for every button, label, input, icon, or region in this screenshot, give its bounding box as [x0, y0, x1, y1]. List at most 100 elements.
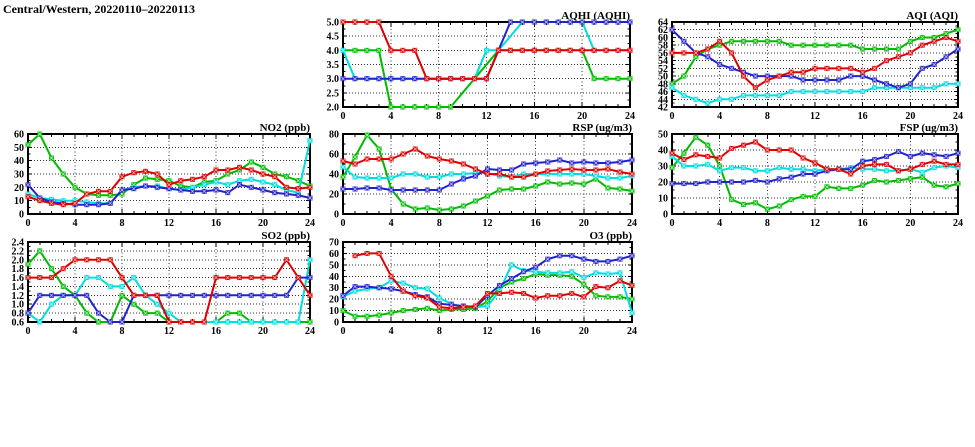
svg-text:0: 0 [26, 326, 31, 337]
svg-text:10: 10 [329, 306, 339, 317]
svg-text:40: 40 [329, 272, 339, 283]
aqhi-plot: 2.0 2.5 3.0 3.5 4.0 4.5 5.0 0 4 8 12 16 20 24 AQHI (AQ… [327, 10, 636, 122]
svg-text:30: 30 [658, 162, 668, 173]
svg-text:0: 0 [26, 218, 31, 229]
svg-text:0: 0 [19, 210, 24, 221]
svg-text:1.0: 1.0 [12, 300, 25, 311]
svg-text:0.6: 0.6 [12, 318, 25, 329]
so2-plot: 0.60.81.01.21.41.61.82.02.22.4 0 4 8 12 16 20 2… [12, 230, 316, 337]
svg-text:20: 20 [329, 295, 339, 306]
svg-text:4: 4 [73, 326, 78, 337]
svg-text:8: 8 [765, 218, 770, 229]
svg-text:24: 24 [627, 326, 637, 337]
svg-text:0: 0 [334, 210, 339, 221]
chart-o3: 0 10 20 30 40 50 60 70 0 4 8 12 16 20 24 O3 (ppb) [309, 228, 646, 338]
svg-text:20: 20 [577, 111, 587, 122]
svg-text:8: 8 [765, 111, 770, 122]
svg-text:8: 8 [120, 218, 125, 229]
svg-text:20: 20 [905, 111, 915, 122]
svg-text:20: 20 [258, 218, 268, 229]
svg-text:AQI (AQI): AQI (AQI) [906, 10, 958, 22]
svg-text:70: 70 [329, 238, 339, 249]
svg-text:40: 40 [14, 156, 24, 167]
svg-text:SO2 (ppb): SO2 (ppb) [261, 230, 310, 242]
svg-text:16: 16 [529, 111, 539, 122]
svg-text:58: 58 [658, 41, 668, 52]
svg-text:4: 4 [717, 218, 722, 229]
svg-text:8: 8 [437, 218, 442, 229]
chart-rsp: 0 20 40 60 80 0 4 8 12 16 20 24 RSP (ug/m3) [309, 120, 646, 230]
svg-text:5.0: 5.0 [327, 18, 340, 29]
svg-text:60: 60 [14, 130, 24, 141]
svg-text:0.8: 0.8 [12, 309, 25, 320]
svg-text:3.5: 3.5 [327, 60, 340, 71]
svg-text:24: 24 [953, 218, 963, 229]
svg-text:2.0: 2.0 [327, 103, 340, 114]
fsp-plot: 0 10 20 30 40 50 0 4 8 12 16 20 24 FSP (ug/m3) [658, 122, 963, 229]
svg-text:12: 12 [810, 218, 820, 229]
svg-text:10: 10 [658, 194, 668, 205]
chart-no2: 0 10 20 30 40 50 60 0 4 8 12 16 20 24 NO2 (ppb) [0, 120, 324, 230]
svg-text:62: 62 [658, 25, 668, 36]
svg-text:12: 12 [483, 326, 493, 337]
svg-text:30: 30 [14, 170, 24, 181]
svg-text:16: 16 [531, 326, 541, 337]
svg-text:20: 20 [14, 183, 24, 194]
svg-text:44: 44 [658, 95, 668, 106]
svg-text:16: 16 [858, 218, 868, 229]
svg-text:16: 16 [211, 218, 221, 229]
svg-text:4: 4 [389, 326, 394, 337]
svg-text:1.2: 1.2 [12, 291, 25, 302]
svg-text:52: 52 [658, 64, 668, 75]
svg-text:46: 46 [658, 87, 668, 98]
svg-text:24: 24 [305, 218, 315, 229]
svg-text:2.0: 2.0 [12, 255, 25, 266]
svg-text:60: 60 [658, 33, 668, 44]
svg-text:24: 24 [305, 326, 315, 337]
svg-text:80: 80 [329, 130, 339, 141]
svg-text:24: 24 [627, 218, 637, 229]
svg-text:20: 20 [905, 218, 915, 229]
svg-text:1.4: 1.4 [12, 282, 25, 293]
svg-text:0: 0 [341, 218, 346, 229]
svg-text:2.2: 2.2 [12, 246, 25, 257]
svg-text:60: 60 [329, 249, 339, 260]
svg-text:4.0: 4.0 [327, 46, 340, 57]
svg-text:40: 40 [329, 170, 339, 181]
svg-text:4: 4 [389, 218, 394, 229]
svg-text:3.0: 3.0 [327, 74, 340, 85]
chart-aqi: 42 44 46 48 50 52 54 56 58 60 62 64 0 4 8 12 16 20 24 AQI (… [638, 8, 972, 123]
svg-text:54: 54 [658, 56, 668, 67]
svg-text:AQHI (AQHI): AQHI (AQHI) [561, 10, 630, 22]
svg-text:40: 40 [658, 146, 668, 157]
svg-text:1.6: 1.6 [12, 273, 25, 284]
svg-text:60: 60 [329, 150, 339, 161]
svg-text:12: 12 [482, 111, 492, 122]
svg-text:4.5: 4.5 [327, 32, 340, 43]
svg-text:FSP (ug/m3): FSP (ug/m3) [900, 122, 959, 134]
svg-text:O3 (ppb): O3 (ppb) [590, 230, 633, 242]
svg-text:48: 48 [658, 79, 668, 90]
svg-text:12: 12 [810, 111, 820, 122]
svg-text:16: 16 [211, 326, 221, 337]
svg-text:2.4: 2.4 [12, 238, 25, 249]
chart-so2: 0.6 0.8 1.0 1.2 1.4 1.6 1.8 2.0 2.2 2.4 0 4 8 12 16 20 2… [0, 228, 324, 338]
svg-text:8: 8 [120, 326, 125, 337]
svg-text:20: 20 [579, 326, 589, 337]
svg-text:24: 24 [625, 111, 635, 122]
svg-text:20: 20 [258, 326, 268, 337]
svg-text:12: 12 [164, 326, 174, 337]
svg-text:4: 4 [73, 218, 78, 229]
rsp-plot: 0 20 40 60 80 0 4 8 12 16 20 24 RSP (ug/m3) [329, 122, 637, 229]
svg-text:RSP (ug/m3): RSP (ug/m3) [572, 122, 632, 134]
svg-text:16: 16 [858, 111, 868, 122]
svg-text:56: 56 [658, 48, 668, 59]
svg-text:50: 50 [658, 130, 668, 141]
svg-text:0: 0 [341, 111, 346, 122]
chart-fsp: 0 10 20 30 40 50 0 4 8 12 16 20 24 FSP (ug/m3) [638, 120, 972, 230]
svg-text:4: 4 [717, 111, 722, 122]
svg-text:10: 10 [14, 196, 24, 207]
chart-aqhi: 2.0 2.5 3.0 3.5 4.0 4.5 5.0 0 4 8 12 16 20 24 AQHI (AQ… [309, 8, 644, 123]
